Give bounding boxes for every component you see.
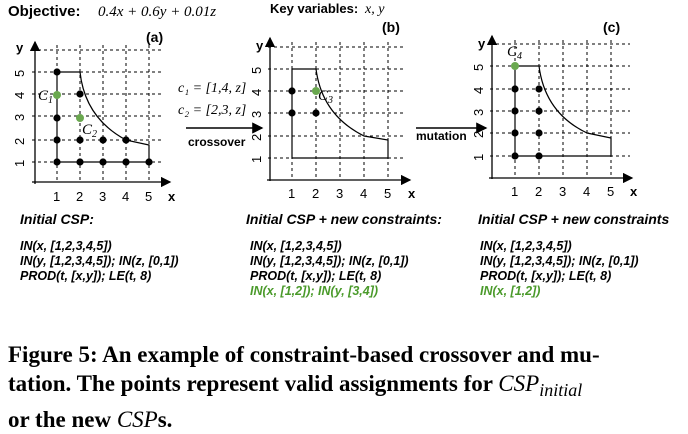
c2-assignment: c₂ = [2,3, z] — [178, 103, 246, 118]
key-variables: x, y — [364, 2, 385, 17]
panel-a-ytick: 5 — [12, 70, 27, 77]
panel-a-xtick: 3 — [99, 189, 106, 204]
panel-a-ytick: 1 — [12, 160, 27, 167]
caption-line-2-text: tation. The points represent valid assig… — [8, 371, 493, 396]
panel-c-xtick: 5 — [607, 184, 614, 199]
panel-c-ytick: 2 — [471, 131, 486, 138]
panel-b-constraints: IN(x, [1,2,3,4,5]) IN(y, [1,2,3,4,5]); I… — [250, 239, 409, 299]
new-constraint-line: IN(x, [1,2]) — [480, 284, 541, 298]
panel-a-ytick: 4 — [12, 92, 27, 99]
constraint-line: PROD(t, [x,y]); LE(t, 8) — [20, 269, 152, 283]
caption-csp: CSP — [498, 371, 540, 396]
caption-line-3-text: or the new — [8, 407, 112, 432]
panel-c-plot — [486, 34, 634, 184]
panel-b-xtick: 3 — [336, 186, 343, 201]
panel-a-ytick: 2 — [12, 138, 27, 145]
panel-c-ytick: 4 — [471, 87, 486, 94]
constraint-line: PROD(t, [x,y]); LE(t, 8) — [480, 269, 612, 283]
caption-csps: CSP — [116, 407, 158, 432]
panel-b-xtick: 4 — [360, 186, 367, 201]
panel-c-xtick: 1 — [511, 184, 518, 199]
panel-a-ytick: 3 — [12, 114, 27, 121]
crossover-label: crossover — [188, 135, 246, 149]
panel-a-tag: (a) — [146, 29, 163, 45]
panel-a-xtick: 1 — [53, 189, 60, 204]
panel-a-y-label: y — [16, 40, 24, 55]
panel-c-x-label: x — [630, 184, 638, 199]
panel-c-tag: (c) — [603, 19, 620, 35]
figure-caption: Figure 5: An example of constraint-based… — [8, 340, 684, 434]
caption-line-3: or the new CSPs. — [8, 405, 684, 434]
panel-c-xtick: 4 — [583, 184, 590, 199]
panel-c-constraints: IN(x, [1,2,3,4,5]) IN(y, [1,2,3,4,5]); I… — [480, 239, 639, 299]
key-variables-label: Key variables: — [270, 1, 358, 16]
panel-b-ytick: 3 — [249, 111, 264, 118]
constraint-line: PROD(t, [x,y]); LE(t, 8) — [250, 269, 382, 283]
panel-b-ytick: 2 — [249, 134, 264, 141]
caption-line-3-end: s. — [157, 407, 173, 432]
objective-label: Objective: — [8, 3, 81, 20]
panel-a-plot — [29, 40, 172, 188]
constraint-line: IN(y, [1,2,3,4,5]); IN(z, [0,1]) — [250, 254, 409, 268]
point-c1 — [53, 91, 61, 99]
panel-a-title: Initial CSP: — [20, 211, 94, 227]
constraint-line: IN(x, [1,2,3,4,5]) — [480, 239, 572, 253]
caption-line-2: tation. The points represent valid assig… — [8, 369, 684, 405]
panel-a-xtick: 5 — [145, 189, 152, 204]
panel-c-ytick: 3 — [471, 109, 486, 116]
panel-a-xtick: 2 — [76, 189, 83, 204]
constraint-line: IN(y, [1,2,3,4,5]); IN(z, [0,1]) — [20, 254, 179, 268]
mutation-label: mutation — [416, 129, 467, 143]
objective-formula: 0.4x + 0.6y + 0.01z — [98, 4, 216, 20]
caption-line-1: Figure 5: An example of constraint-based… — [8, 342, 600, 367]
constraint-line: IN(x, [1,2,3,4,5]) — [20, 239, 112, 253]
c1-assignment: c₁ = [1,4, z] — [178, 81, 246, 96]
panel-b-xtick: 1 — [288, 186, 295, 201]
point-c4 — [511, 62, 519, 70]
panel-c-ytick: 5 — [471, 64, 486, 71]
panel-b-xtick: 5 — [384, 186, 391, 201]
panel-c-title: Initial CSP + new constraints — [478, 211, 670, 227]
panel-c-ytick: 1 — [471, 154, 486, 161]
panel-b-ytick: 1 — [249, 156, 264, 163]
panel-b-tag: (b) — [382, 19, 400, 35]
panel-a-x-label: x — [168, 189, 176, 204]
new-constraint-line: IN(x, [1,2]); IN(y, [3,4]) — [250, 284, 379, 298]
panel-b-plot — [264, 36, 412, 186]
panel-c-y-label: y — [478, 36, 486, 51]
panel-b-ytick: 4 — [249, 89, 264, 96]
point-c2 — [76, 114, 84, 122]
panel-a-constraints: IN(x, [1,2,3,4,5]) IN(y, [1,2,3,4,5]); I… — [20, 239, 179, 284]
panel-b-ytick: 5 — [249, 67, 264, 74]
constraint-line: IN(y, [1,2,3,4,5]); IN(z, [0,1]) — [480, 254, 639, 268]
constraint-line: IN(x, [1,2,3,4,5]) — [250, 239, 342, 253]
panel-b-xtick: 2 — [312, 186, 319, 201]
panel-a-xtick: 4 — [122, 189, 129, 204]
panel-b-y-label: y — [256, 38, 264, 53]
panel-c-xtick: 3 — [559, 184, 566, 199]
panel-b-x-label: x — [408, 186, 416, 201]
point-c3 — [312, 87, 320, 95]
panel-b-title: Initial CSP + new constraints: — [246, 211, 442, 227]
caption-csp-subscript: initial — [539, 380, 583, 400]
panel-c-xtick: 2 — [535, 184, 542, 199]
